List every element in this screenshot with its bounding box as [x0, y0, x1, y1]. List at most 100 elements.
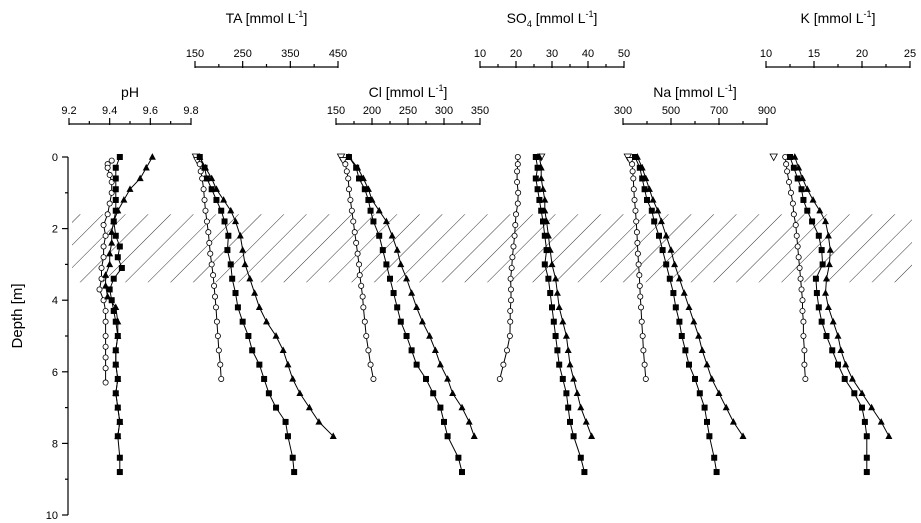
data-point — [359, 293, 366, 300]
data-point — [507, 307, 514, 314]
panel-title: TA [mmol L-1] — [226, 9, 308, 26]
depth-axis-label: Depth [m] — [9, 283, 26, 348]
data-point — [273, 404, 280, 411]
data-point — [544, 231, 552, 239]
data-point — [786, 179, 793, 186]
data-point — [510, 243, 517, 250]
data-point — [649, 196, 657, 203]
top-axis-tick-label: 150 — [327, 105, 345, 117]
data-point — [629, 168, 636, 175]
data-point — [639, 332, 646, 339]
data-point — [633, 229, 640, 236]
data-point — [408, 289, 416, 296]
data-point — [783, 161, 790, 168]
data-point — [358, 282, 365, 289]
series-line — [105, 156, 153, 437]
data-point — [834, 332, 842, 339]
data-point — [201, 196, 208, 203]
data-point — [630, 186, 637, 193]
data-point — [641, 361, 648, 368]
data-point — [704, 418, 711, 425]
data-point — [642, 174, 650, 182]
depth-tick-label: 10 — [46, 510, 58, 522]
data-point — [729, 418, 737, 425]
data-point — [343, 168, 350, 175]
series-na-triangle-filled — [633, 153, 747, 439]
data-point — [507, 275, 514, 282]
data-point — [648, 207, 655, 214]
data-point — [632, 207, 639, 214]
data-point — [552, 274, 560, 282]
data-point — [196, 161, 203, 168]
data-point — [206, 239, 213, 246]
data-point — [234, 304, 241, 311]
data-point — [112, 346, 120, 354]
data-point — [207, 250, 214, 257]
data-point — [106, 200, 113, 207]
data-point — [503, 347, 510, 354]
data-point — [799, 297, 806, 304]
data-point — [203, 218, 210, 225]
data-point — [654, 206, 662, 214]
top-axis-tick-label: 700 — [710, 105, 728, 117]
data-point — [803, 185, 811, 192]
series-line — [199, 156, 295, 473]
data-point — [790, 164, 797, 171]
data-point — [284, 433, 291, 440]
data-point — [102, 365, 109, 372]
data-point — [98, 264, 105, 271]
data-point — [666, 275, 673, 282]
data-point — [305, 403, 313, 411]
top-axis-tick-label: 9.2 — [61, 105, 76, 117]
data-point — [345, 186, 352, 193]
series-line — [348, 156, 475, 437]
panel-ph-axis — [68, 118, 192, 125]
data-point — [713, 469, 720, 476]
data-point — [350, 218, 357, 225]
series-line — [636, 156, 744, 437]
data-point — [102, 332, 109, 339]
top-axis-tick-label: 20 — [510, 48, 522, 60]
series-k-square-filled — [787, 153, 870, 476]
panel-na-axis — [622, 118, 768, 125]
data-point — [218, 375, 225, 382]
data-point — [695, 332, 703, 339]
panel-title: K [mmol L-1] — [801, 9, 876, 26]
data-point — [813, 290, 820, 297]
data-point — [824, 231, 832, 239]
data-point — [633, 153, 641, 160]
data-point — [202, 207, 209, 214]
data-point — [790, 211, 797, 218]
data-point — [507, 318, 514, 325]
data-point — [818, 247, 825, 254]
data-point — [118, 264, 125, 271]
data-point — [229, 275, 236, 282]
panel-title-sup: -1 — [586, 9, 594, 19]
data-point — [680, 289, 688, 296]
data-point — [212, 185, 220, 192]
depth-tick-label: 2 — [52, 224, 58, 236]
data-point — [547, 290, 554, 297]
data-point — [670, 290, 677, 297]
top-axis-tick-label: 10 — [474, 48, 486, 60]
data-point — [436, 360, 444, 368]
data-point — [809, 196, 817, 203]
data-point — [413, 361, 420, 368]
data-point — [582, 418, 590, 425]
data-point — [227, 206, 235, 214]
data-point — [376, 232, 383, 239]
data-point — [629, 161, 636, 168]
data-point — [212, 293, 219, 300]
data-point — [507, 297, 514, 304]
data-point — [824, 303, 832, 311]
data-point — [537, 163, 545, 171]
data-point — [96, 286, 103, 293]
data-point — [114, 206, 122, 214]
panel-title: Cl [mmol L-1] — [369, 83, 448, 100]
data-point — [512, 222, 519, 229]
data-point — [426, 332, 434, 339]
top-axis-tick-label: 500 — [662, 105, 680, 117]
data-point — [102, 232, 109, 239]
data-point — [549, 304, 556, 311]
panel-title-sup: -1 — [725, 83, 733, 93]
